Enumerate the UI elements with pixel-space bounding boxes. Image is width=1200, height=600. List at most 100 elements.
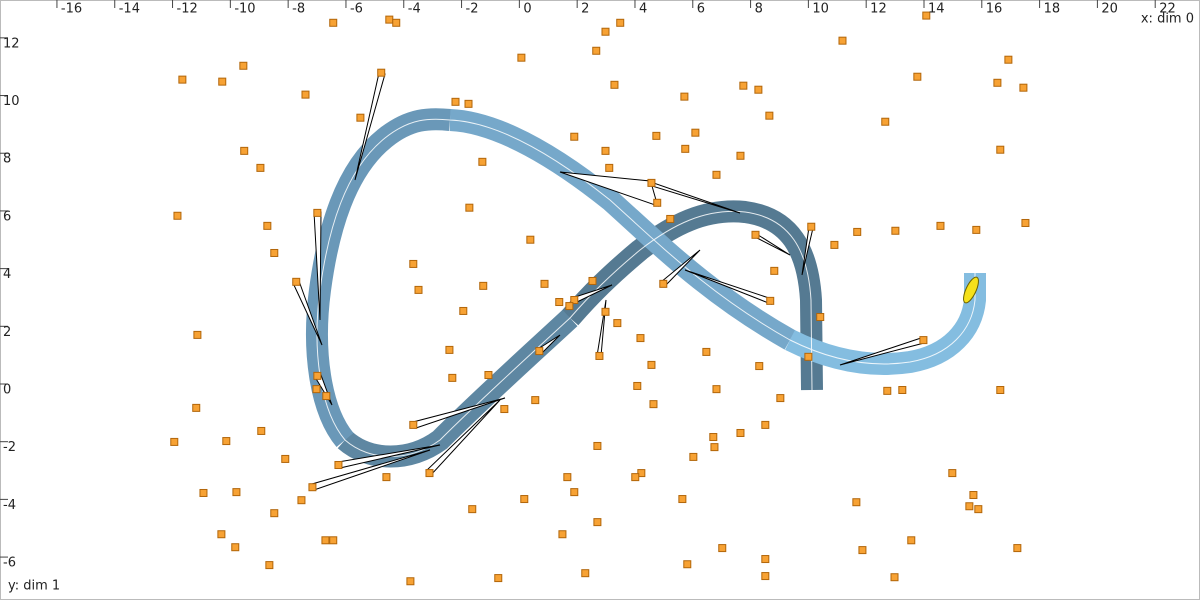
point xyxy=(193,330,202,339)
point xyxy=(334,461,343,469)
point xyxy=(736,151,745,160)
point xyxy=(633,381,642,390)
y-tick-label: 10 xyxy=(3,94,20,109)
y-tick-label: 0 xyxy=(3,383,11,398)
y-axis-label: y: dim 1 xyxy=(8,579,60,594)
point xyxy=(595,351,604,360)
x-tick-label: 22 xyxy=(1159,2,1176,17)
point xyxy=(804,352,813,361)
point xyxy=(881,117,890,126)
y-tick-label: 2 xyxy=(3,325,11,340)
point xyxy=(593,441,602,450)
point xyxy=(712,385,721,394)
point xyxy=(610,80,619,89)
point xyxy=(647,178,656,187)
point xyxy=(581,569,590,578)
point xyxy=(996,386,1005,394)
x-tick-label: -2 xyxy=(466,2,479,17)
point xyxy=(222,437,231,446)
point xyxy=(1004,55,1013,64)
point xyxy=(816,313,825,322)
point xyxy=(257,426,266,435)
y-tick-label: -4 xyxy=(3,498,16,513)
point xyxy=(217,530,226,539)
y-tick-label: 4 xyxy=(3,267,11,282)
point xyxy=(192,403,201,412)
point xyxy=(448,373,457,382)
point xyxy=(500,405,509,414)
point xyxy=(647,360,656,369)
track-centerline xyxy=(316,118,976,457)
x-tick-label: -4 xyxy=(408,2,421,17)
point xyxy=(1019,83,1028,92)
point xyxy=(891,226,900,235)
point xyxy=(883,386,892,395)
point xyxy=(231,543,240,552)
point xyxy=(593,518,602,527)
point xyxy=(761,572,770,581)
point xyxy=(312,385,321,394)
point xyxy=(329,536,338,545)
point xyxy=(739,81,748,90)
point xyxy=(969,491,978,499)
point xyxy=(563,473,572,482)
point xyxy=(281,454,290,463)
point xyxy=(754,85,763,94)
point xyxy=(322,392,331,401)
point xyxy=(535,347,544,356)
point xyxy=(329,18,338,27)
point xyxy=(170,437,179,446)
point xyxy=(526,235,535,244)
point xyxy=(680,92,689,101)
point xyxy=(178,75,187,84)
point xyxy=(858,546,867,555)
point xyxy=(270,509,279,518)
point xyxy=(406,577,415,586)
point xyxy=(751,230,760,239)
point xyxy=(601,146,610,155)
point xyxy=(232,488,241,497)
x-tick-label: 0 xyxy=(523,2,531,17)
point xyxy=(382,473,391,482)
point xyxy=(974,505,983,514)
points xyxy=(170,11,1030,586)
point xyxy=(972,225,981,234)
point xyxy=(653,198,662,207)
point xyxy=(776,394,785,403)
x-tick-label: -14 xyxy=(119,2,140,17)
point xyxy=(1013,544,1022,553)
point xyxy=(292,277,301,286)
point xyxy=(479,281,488,290)
point xyxy=(270,248,279,257)
point xyxy=(852,498,861,507)
point xyxy=(313,208,322,217)
point xyxy=(996,145,1005,154)
point xyxy=(451,97,460,106)
point xyxy=(445,345,454,354)
point xyxy=(838,36,847,45)
point xyxy=(761,555,770,564)
point xyxy=(765,111,774,120)
x-tick-label: 6 xyxy=(697,2,705,17)
point xyxy=(414,285,423,294)
point xyxy=(588,276,597,285)
point xyxy=(631,473,640,482)
point xyxy=(173,211,182,220)
x-tick-label: 18 xyxy=(1044,2,1061,17)
point xyxy=(592,46,601,55)
x-tick-label: 4 xyxy=(639,2,647,17)
point xyxy=(718,544,727,553)
point xyxy=(616,18,625,27)
point xyxy=(570,132,579,141)
point xyxy=(484,371,493,379)
point xyxy=(256,163,265,172)
point xyxy=(919,336,928,345)
point xyxy=(558,530,567,539)
point xyxy=(601,307,610,316)
point xyxy=(993,78,1002,87)
point xyxy=(898,386,907,394)
ray xyxy=(559,171,659,207)
point xyxy=(321,536,330,545)
point xyxy=(218,77,227,86)
